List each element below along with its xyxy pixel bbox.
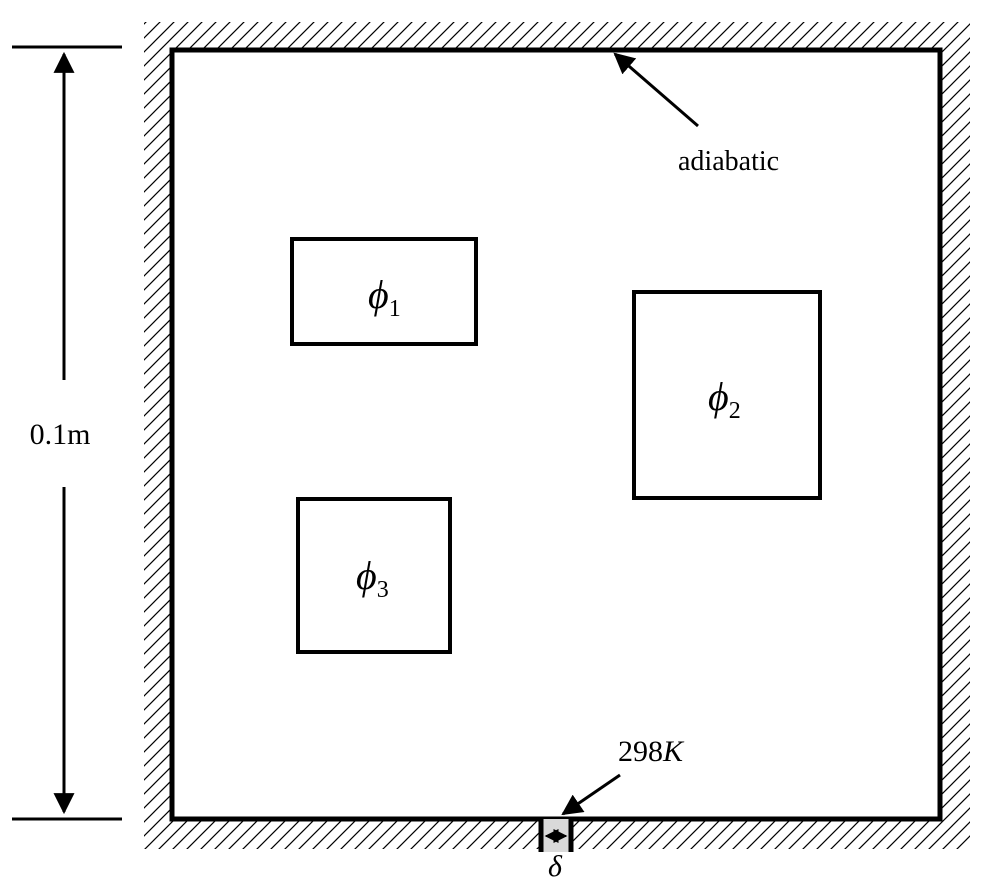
sink-temperature-arrow [561, 773, 621, 816]
heat-source-3 [296, 497, 452, 654]
heat-source-3-label: ϕ3 [356, 553, 389, 603]
adiabatic-label: adiabatic [678, 146, 779, 177]
heat-source-2-label: ϕ2 [708, 374, 741, 424]
heat-source-2 [632, 290, 822, 500]
adiabatic-arrow [613, 52, 699, 128]
height-label: 0.1m [30, 418, 91, 451]
sink-temperature-label: 298K [618, 735, 685, 768]
gap-label: δ [548, 850, 563, 883]
height-dimension [12, 45, 122, 821]
heat-source-1 [290, 237, 478, 346]
heat-source-1-label: ϕ1 [368, 272, 401, 322]
domain-boundary [169, 47, 943, 822]
